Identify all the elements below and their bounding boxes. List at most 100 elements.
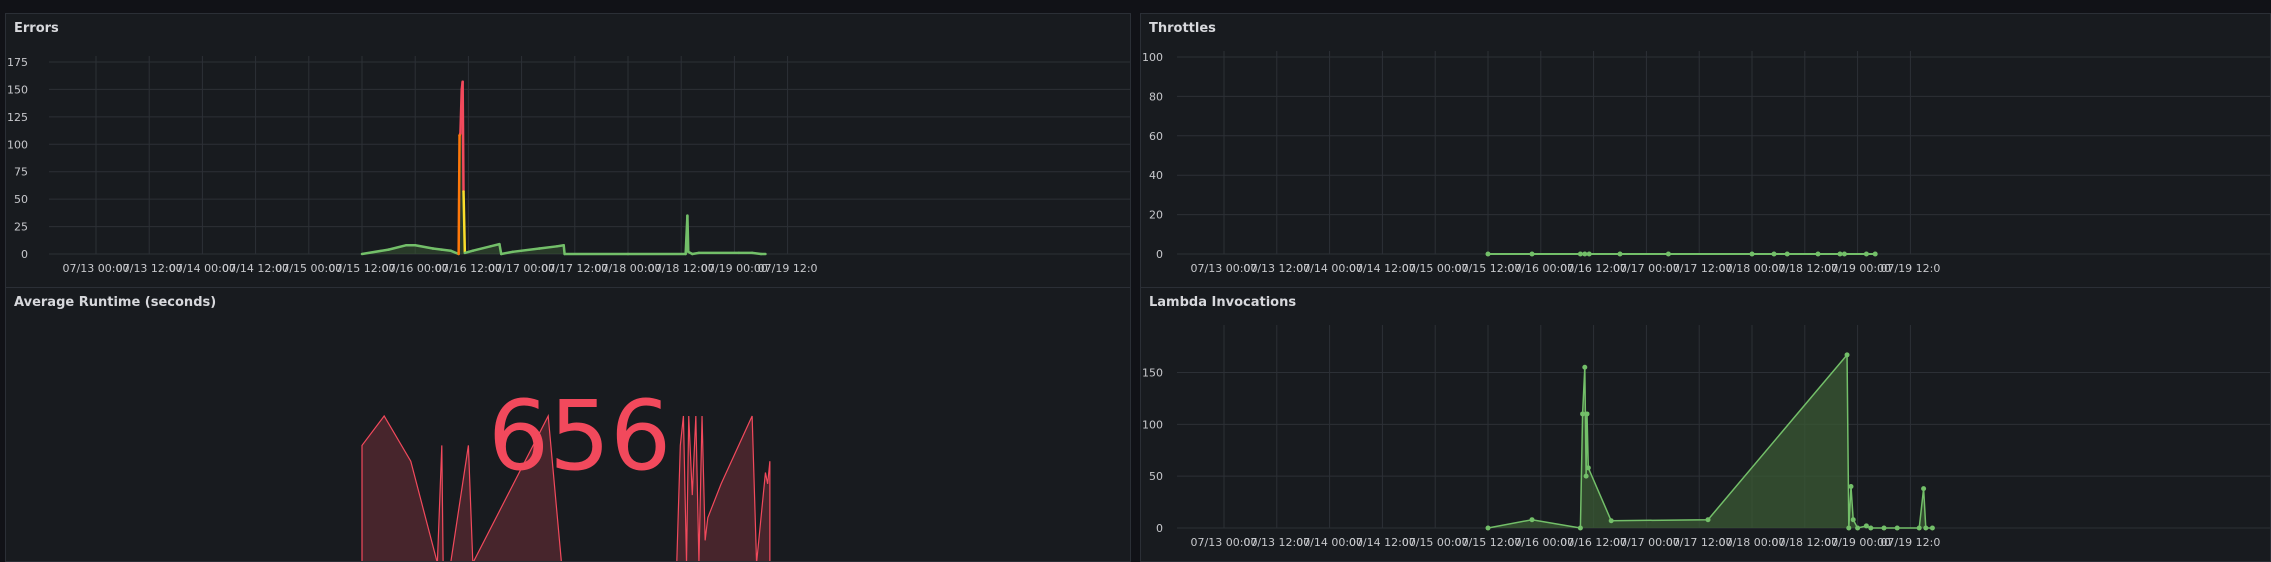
y-tick-label: 100 — [1142, 51, 1163, 64]
x-tick-label: 07/13 12:00 — [1243, 262, 1310, 275]
y-tick-label: 100 — [7, 138, 28, 151]
x-tick-label: 07/15 00:00 — [275, 262, 342, 275]
x-tick-label: 07/18 12:00 — [1771, 536, 1838, 549]
x-tick-label: 07/17 12:00 — [1666, 536, 1733, 549]
x-tick-label: 07/18 12:00 — [648, 262, 715, 275]
grid — [1177, 325, 2270, 529]
x-tick-label: 07/16 00:00 — [1507, 262, 1574, 275]
x-tick-label: 07/15 00:00 — [1402, 536, 1469, 549]
x-tick-label: 07/13 00:00 — [1191, 262, 1258, 275]
series-segment — [431, 247, 444, 251]
x-tick-label: 07/15 12:00 — [329, 262, 396, 275]
data-point — [1894, 525, 1900, 531]
data-point — [1665, 251, 1671, 257]
data-point — [1855, 525, 1861, 531]
x-tick-label: 07/16 12:00 — [435, 262, 502, 275]
y-tick-label: 60 — [1149, 130, 1163, 143]
data-point — [1881, 525, 1887, 531]
panel-title: Throttles — [1149, 21, 1216, 36]
y-tick-label: 20 — [1149, 209, 1163, 222]
data-point — [1850, 517, 1856, 523]
runtime-sparkline-area — [361, 413, 771, 561]
y-tick-label: 50 — [14, 193, 28, 206]
series-segment — [462, 190, 467, 255]
data-point — [1749, 251, 1755, 257]
data-point — [1872, 251, 1878, 257]
data-point — [1837, 251, 1843, 257]
x-tick-label: 07/16 12:00 — [1560, 262, 1627, 275]
x-tick-label: 07/18 00:00 — [595, 262, 662, 275]
y-tick-label: 75 — [14, 166, 28, 179]
data-point — [1844, 352, 1850, 358]
y-tick-label: 0 — [21, 248, 28, 261]
x-tick-label: 07/16 00:00 — [1507, 536, 1574, 549]
series-segment — [463, 249, 475, 255]
lambda-invocations-panel[interactable]: Lambda Invocations 0 50 100 150 07/13 00:00 0… — [1140, 287, 2271, 562]
data-point — [1529, 517, 1535, 523]
throttles-panel[interactable]: Throttles 0 20 40 60 80 100 07/13 00:00 07/13 1… — [1140, 13, 2271, 288]
data-point — [1916, 525, 1922, 531]
x-tick-label: 07/14 00:00 — [1296, 262, 1363, 275]
x-tick-label: 07/19 00:00 — [1824, 262, 1891, 275]
x-tick-label: 07/15 00:00 — [1402, 262, 1469, 275]
y-tick-label: 150 — [7, 83, 28, 96]
grid — [49, 56, 1130, 255]
y-tick-label: 50 — [1149, 470, 1163, 483]
x-tick-label: 07/17 00:00 — [1613, 262, 1680, 275]
data-point — [1584, 411, 1590, 417]
x-tick-label: 07/18 12:00 — [1771, 262, 1838, 275]
x-tick-label: 07/14 12:00 — [1349, 536, 1416, 549]
series-area — [362, 81, 766, 255]
average-runtime-panel[interactable]: Average Runtime (seconds) 656 — [5, 287, 1131, 562]
y-tick-label: 125 — [7, 111, 28, 124]
series-segment — [471, 245, 492, 252]
grid — [1177, 51, 2270, 255]
y-tick-label: 80 — [1149, 90, 1163, 103]
data-point — [1846, 525, 1852, 531]
series-segment — [360, 248, 390, 256]
data-point — [1771, 251, 1777, 257]
series-segment — [461, 80, 465, 193]
series-segment — [499, 250, 514, 256]
x-tick-label: 07/13 12:00 — [1243, 536, 1310, 549]
y-tick-label: 40 — [1149, 169, 1163, 182]
data-point — [1617, 251, 1623, 257]
data-point — [1583, 473, 1589, 479]
data-point — [1608, 518, 1614, 524]
data-point — [1485, 251, 1491, 257]
y-tick-label: 0 — [1156, 248, 1163, 261]
data-point — [1929, 525, 1935, 531]
series-segment — [562, 243, 566, 256]
average-runtime-sparkline — [361, 413, 771, 561]
series-segment — [489, 242, 501, 248]
x-tick-label: 07/17 12:00 — [1666, 262, 1733, 275]
data-point — [1485, 525, 1491, 531]
data-point — [1784, 251, 1790, 257]
data-point — [1585, 465, 1591, 471]
x-tick-label: 07/15 12:00 — [1455, 262, 1522, 275]
y-tick-label: 100 — [1142, 418, 1163, 431]
x-tick-label: 07/19 00:00 — [701, 262, 768, 275]
data-point — [1577, 525, 1583, 531]
x-tick-label: 07/19 12:0 — [1880, 262, 1940, 275]
y-tick-label: 0 — [1156, 522, 1163, 535]
x-tick-label: 07/17 12:00 — [541, 262, 608, 275]
series-segment — [498, 242, 503, 256]
data-point — [1582, 251, 1588, 257]
data-point — [1582, 364, 1588, 370]
errors-panel[interactable]: Errors 0 25 50 75 100 125 150 175 07/13 00:00 07/… — [5, 13, 1131, 288]
series-segment — [387, 243, 408, 251]
x-tick-label: 07/13 12:00 — [116, 262, 183, 275]
data-point — [1586, 251, 1592, 257]
data-point — [1705, 517, 1711, 523]
average-runtime-value: 656 — [488, 380, 672, 492]
y-tick-label: 25 — [14, 221, 28, 234]
panel-title: Average Runtime (seconds) — [14, 295, 217, 310]
series-segment — [511, 247, 541, 254]
x-tick-label: 07/14 00:00 — [1296, 536, 1363, 549]
data-point — [1863, 251, 1869, 257]
